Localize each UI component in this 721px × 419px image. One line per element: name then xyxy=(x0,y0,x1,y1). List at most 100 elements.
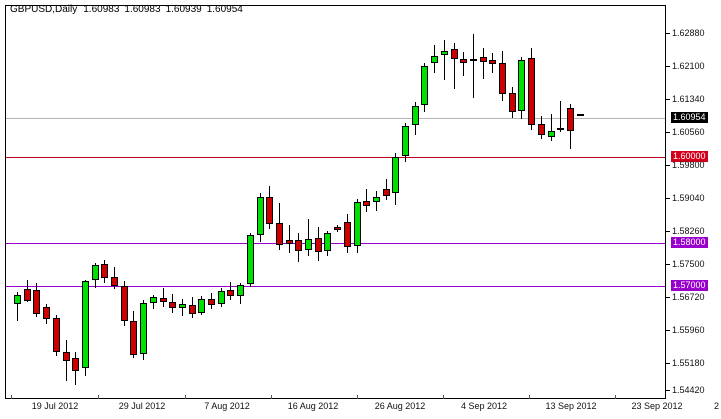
price-tick[interactable]: 1.59800 xyxy=(666,160,705,171)
candle-wick xyxy=(550,114,552,142)
candle-body xyxy=(372,196,380,202)
candle-body xyxy=(149,297,157,304)
price-tick-label: 1.56720 xyxy=(672,292,705,302)
price-tick[interactable]: 1.59040 xyxy=(666,193,705,204)
candle-body xyxy=(363,201,371,207)
price-tick-label: 1.55960 xyxy=(672,325,705,335)
price-level-label[interactable]: 1.58000 xyxy=(671,237,708,248)
candle-body xyxy=(23,288,31,302)
price-tick[interactable]: 1.62880 xyxy=(666,28,705,39)
price-tick-label: 1.54420 xyxy=(672,385,705,395)
price-tick[interactable]: 1.61340 xyxy=(666,94,705,105)
price-level-label[interactable]: 1.57000 xyxy=(671,280,708,291)
date-axis-label: 26 Aug 2012 xyxy=(374,401,426,411)
candle-body xyxy=(256,196,264,235)
candle-body xyxy=(402,126,409,157)
candle-body xyxy=(566,108,574,132)
candle-body xyxy=(576,114,584,117)
candle-body xyxy=(334,227,342,230)
candle-body xyxy=(460,58,468,63)
candle-body xyxy=(140,303,148,355)
candle-body xyxy=(217,290,225,305)
candle-body xyxy=(159,298,167,302)
candle-body xyxy=(178,304,186,309)
date-axis-label: 2 Oct 2012 xyxy=(713,401,721,411)
candle-body xyxy=(111,277,118,287)
candle-body xyxy=(314,238,322,252)
candle-wick xyxy=(463,51,465,77)
candle-body xyxy=(508,93,516,112)
date-axis-label: 29 Jul 2012 xyxy=(118,401,166,411)
price-tick-label: 1.62100 xyxy=(672,61,705,71)
date-axis[interactable]: 19 Jul 2012 29 Jul 2012 7 Aug 2012 16 Aug 2… xyxy=(5,395,721,419)
price-tick-label: 1.59040 xyxy=(672,193,705,203)
price-tick[interactable]: 1.54420 xyxy=(666,385,705,396)
price-tick[interactable]: 1.62100 xyxy=(666,61,705,72)
level-line-level-1-57000[interactable] xyxy=(6,286,665,287)
candle-body xyxy=(169,301,177,308)
candle-body xyxy=(72,358,80,371)
candle-body xyxy=(14,295,21,305)
level-line-current-price[interactable] xyxy=(6,118,665,119)
price-level-label[interactable]: 1.60000 xyxy=(671,151,708,162)
current-price-label[interactable]: 1.60954 xyxy=(671,112,708,123)
candle-wick xyxy=(443,39,445,80)
date-axis-label: 4 Sep 2012 xyxy=(460,401,508,411)
candle-body xyxy=(421,66,429,105)
candle-wick xyxy=(308,218,309,256)
date-axis-separator xyxy=(98,395,99,399)
price-axis[interactable]: 1.62880 1.62100 1.61340 1.60954 1.60560 1.600… xyxy=(666,5,721,399)
candle-body xyxy=(343,222,351,247)
price-tick-label: 1.60560 xyxy=(672,127,705,137)
candle-wick xyxy=(366,189,368,213)
header-high-value: 1.60983 xyxy=(124,4,161,15)
candle-body xyxy=(237,285,245,296)
chart-plot-area[interactable] xyxy=(6,6,665,395)
price-tick-label: 1.58260 xyxy=(672,226,705,236)
chart-frame xyxy=(5,5,666,399)
price-tick[interactable]: 1.58260 xyxy=(666,226,705,237)
candle-body xyxy=(43,307,51,319)
candle-body xyxy=(324,233,332,251)
candle-wick xyxy=(560,100,562,132)
candle-body xyxy=(411,105,419,126)
candle-body xyxy=(120,285,128,321)
candle-body xyxy=(518,60,526,111)
price-tick[interactable]: 1.57500 xyxy=(666,259,705,270)
candle-body xyxy=(479,56,487,62)
candle-wick xyxy=(288,224,290,253)
date-axis-line xyxy=(5,398,666,399)
price-tick-label: 1.61340 xyxy=(672,94,705,104)
candle-body xyxy=(450,49,458,60)
date-axis-label: 7 Aug 2012 xyxy=(204,401,250,411)
date-axis-separator xyxy=(11,395,12,399)
date-axis-separator xyxy=(443,395,444,399)
chart-symbol-label: GBPUSD,Daily xyxy=(10,4,78,15)
price-tick[interactable]: 1.55180 xyxy=(666,358,705,369)
candle-wick xyxy=(472,34,474,99)
candle-body xyxy=(285,239,293,245)
price-tick[interactable]: 1.56720 xyxy=(666,292,705,303)
candle-wick xyxy=(162,288,164,308)
candle-wick xyxy=(482,48,484,79)
date-axis-separator xyxy=(615,395,616,399)
price-tick[interactable]: 1.55960 xyxy=(666,325,705,336)
candle-wick xyxy=(453,43,455,89)
candle-body xyxy=(130,321,138,356)
candle-body xyxy=(499,62,506,94)
candle-body xyxy=(33,290,41,315)
date-axis-label: 16 Aug 2012 xyxy=(287,401,339,411)
header-close-value: 1.60954 xyxy=(206,4,243,15)
candle-body xyxy=(469,58,477,61)
price-tick-label: 1.57500 xyxy=(672,259,705,269)
date-axis-label: 19 Jul 2012 xyxy=(31,401,79,411)
candle-body xyxy=(198,299,206,313)
candle-body xyxy=(101,263,109,278)
level-line-level-1-58000[interactable] xyxy=(6,243,665,244)
date-axis-separator xyxy=(529,395,530,399)
price-tick[interactable]: 1.60560 xyxy=(666,127,705,138)
date-axis-label: 13 Sep 2012 xyxy=(545,401,597,411)
level-line-level-1-60000[interactable] xyxy=(6,157,665,158)
candle-body xyxy=(246,234,254,285)
